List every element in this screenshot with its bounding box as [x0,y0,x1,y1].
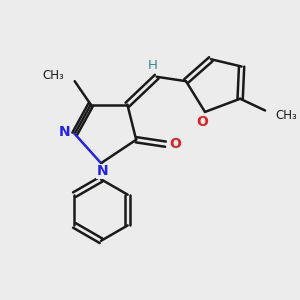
Text: CH₃: CH₃ [275,109,297,122]
Text: H: H [147,58,157,72]
Text: O: O [196,115,208,129]
Text: N: N [58,125,70,140]
Text: O: O [169,136,181,151]
Text: N: N [97,164,108,178]
Text: CH₃: CH₃ [43,69,64,82]
